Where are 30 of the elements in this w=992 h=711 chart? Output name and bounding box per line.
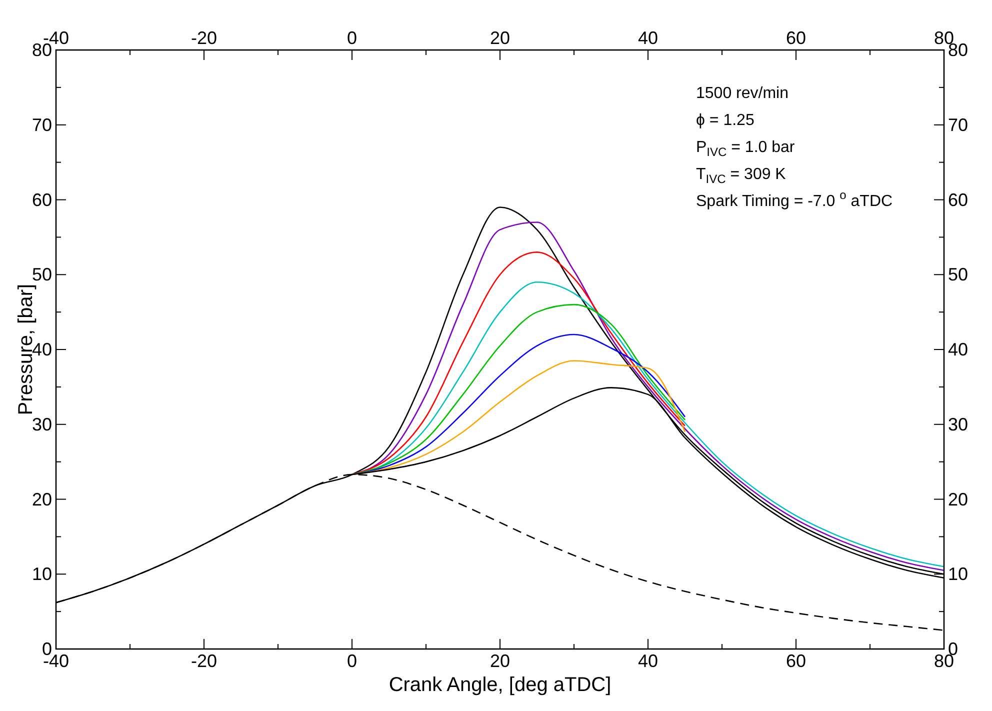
x-tick-label: 60 [786, 651, 806, 671]
x2-tick-label: 40 [638, 28, 658, 48]
y-tick-label: 40 [32, 340, 52, 360]
annotation: ϕ = 1.25 [696, 112, 754, 129]
x-tick-label: -20 [190, 651, 218, 671]
y2-tick-label: 10 [948, 564, 968, 584]
y2-tick-label: 50 [948, 264, 968, 285]
annotation: T$_{IVC}$ = 309 K [696, 166, 786, 186]
x-tick-label: 40 [638, 651, 658, 671]
y2-tick-label: 60 [948, 190, 968, 210]
y-tick-label: 50 [32, 264, 52, 285]
y-tick-label: 20 [32, 489, 52, 510]
annotation: 1500 rev/min [696, 85, 788, 102]
x2-tick-label: -20 [190, 28, 218, 48]
y-tick-label: 60 [32, 190, 52, 210]
x-axis-title: Crank Angle, [deg aTDC] [388, 674, 612, 696]
y2-tick-label: 20 [948, 489, 968, 510]
x-tick-label: 0 [346, 651, 358, 671]
x2-tick-label: 60 [786, 28, 806, 48]
x2-tick-label: 0 [346, 28, 358, 48]
annotation: P$_{IVC}$ = 1.0 bar [696, 139, 796, 160]
x2-tick-label: 20 [490, 28, 510, 48]
y2-tick-label: 30 [948, 414, 968, 434]
x-tick-label: 20 [490, 651, 510, 671]
y-tick-label: 70 [32, 114, 52, 135]
y-tick-label: 30 [32, 414, 52, 434]
y-tick-label: 10 [32, 564, 52, 584]
annotation: Spark Timing = -7.0 $^{o}$ aTDC [696, 188, 893, 210]
y2-tick-label: 40 [948, 340, 968, 360]
y2-tick-label: 70 [948, 114, 968, 135]
